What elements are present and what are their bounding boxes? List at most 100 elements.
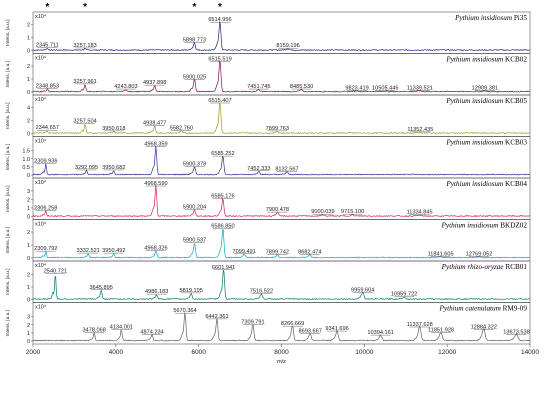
- peak-label: 9715.100: [341, 209, 364, 215]
- peak-label: 9959.604: [351, 287, 374, 293]
- peak-label: 4986.183: [145, 289, 168, 295]
- peak-label: 13673.538: [503, 329, 529, 335]
- x-tick-label: 2000: [26, 349, 41, 356]
- y-axis-label: Intens. [a.u.]: [5, 144, 11, 170]
- panel-title: Pythium insidiosum KCB03: [445, 139, 527, 147]
- peak-label: 7452.333: [247, 166, 270, 172]
- peak-label: 2306.258: [34, 205, 57, 211]
- panel-title: Pythium insidiosum Pi35: [454, 14, 527, 22]
- peak-label: 2344.657: [36, 125, 59, 131]
- y-axis-label: Intens. [a.u.]: [5, 310, 11, 336]
- y-tick-label: 0: [27, 215, 30, 221]
- y-tick-label: 2: [27, 23, 30, 29]
- y-tick-label: 0.5: [22, 165, 30, 171]
- peak-label: 5900.204: [183, 205, 206, 211]
- asterisk-mark: *: [45, 2, 49, 13]
- peak-label: 7516.522: [250, 289, 273, 295]
- spectrum-line: [32, 21, 531, 51]
- peak-label: 9341.696: [325, 326, 348, 332]
- peak-label: 11851.928: [428, 328, 454, 334]
- y-tick-label: 1: [27, 331, 30, 337]
- peak-label: 2345.711: [36, 43, 59, 49]
- y-exponent-label: x10⁴: [35, 13, 47, 20]
- peak-label: 3257.183: [73, 43, 96, 49]
- peak-label: 3478.068: [83, 328, 106, 334]
- peak-label: 6585.252: [211, 151, 234, 157]
- spectrum-panel: x10⁴ Intens. [a.u.] 0 1 2 2309.792 3332.521 395…: [5, 219, 531, 262]
- y-axis-label: Intens. [a.u.]: [5, 61, 11, 87]
- panel-title: Pythium insidiosum KCB05: [445, 97, 527, 105]
- y-tick-label: 0: [27, 49, 30, 55]
- peak-label: 6601.941: [212, 265, 235, 271]
- x-tick-label: 4000: [109, 349, 124, 356]
- spectrum-panel: x10⁴ Intens. [a.u.] 0 1 2 2540.721 3645.895 498…: [5, 260, 531, 304]
- y-exponent-label: x10⁴: [35, 179, 47, 186]
- spectrum-line: [32, 60, 531, 93]
- peak-label: 11841.605: [428, 251, 454, 257]
- spectrum-line: [32, 269, 531, 301]
- y-tick-label: 3: [27, 189, 30, 195]
- peak-label: 7899.763: [266, 126, 289, 132]
- spectrum-line: [32, 102, 531, 135]
- spectrum-panel: x10⁴ Intens. [a.u.] 0 0.5 1.0 1.5 2309.936 3292…: [5, 136, 531, 179]
- x-tick-label: 12000: [438, 349, 456, 356]
- panel-title: Pythium catenulatum RM9-09: [439, 305, 528, 313]
- spectrum-panel: x10⁴ Intens. [a.u.] 0 1 2 2348.853 3257.961 424…: [5, 53, 531, 96]
- y-tick-label: 0: [27, 339, 30, 345]
- y-axis-label: Intens. [a.u.]: [5, 186, 11, 212]
- peak-label: 4937.898: [143, 80, 166, 86]
- y-tick-label: 0: [27, 298, 30, 304]
- y-tick-label: 4: [27, 106, 30, 112]
- peak-label: 6585.176: [211, 193, 234, 199]
- x-tick-label: 8000: [274, 349, 289, 356]
- y-exponent-label: x10⁴: [35, 262, 47, 269]
- y-exponent-label: x10⁴: [35, 55, 47, 62]
- y-tick-label: 0: [27, 90, 30, 96]
- peak-label: 9000.039: [311, 209, 334, 215]
- peak-label: 5898.773: [183, 37, 206, 43]
- peak-label: 6514.956: [208, 17, 231, 23]
- peak-label: 11334.845: [407, 210, 433, 216]
- y-tick-label: 1.0: [22, 157, 30, 163]
- y-tick-label: 2: [27, 230, 30, 236]
- peak-label: 8485.530: [290, 84, 313, 90]
- y-tick-label: 1.5: [22, 149, 30, 155]
- peak-label: 12909.381: [472, 85, 498, 91]
- spectrum-line: [32, 146, 531, 176]
- y-tick-label: 2: [27, 323, 30, 329]
- peak-label: 7451.745: [247, 84, 270, 90]
- peak-label: 2309.936: [34, 158, 57, 164]
- spectrum-line: [32, 312, 530, 342]
- peak-label: 8159.196: [276, 43, 299, 49]
- peak-label: 11352.435: [407, 127, 433, 133]
- peak-label: 5670.364: [173, 308, 196, 314]
- x-axis-label: m/z: [277, 359, 286, 365]
- panel-title: Pythium insidiosum BKDZ02: [441, 222, 528, 230]
- panel-title: Pythium insidiosum KCB02: [445, 56, 527, 64]
- peak-label: 7900.478: [266, 207, 289, 213]
- peak-label: 5900.378: [183, 162, 206, 168]
- y-tick-label: 0: [27, 173, 30, 179]
- y-tick-label: 2: [27, 119, 30, 125]
- spectrum-panel: x10⁴ Intens. [a.u.] 0 1 2 3 2306.258 4968.590 59…: [5, 177, 531, 221]
- peak-label: 3257.504: [73, 118, 96, 124]
- panel-title: Pythium insidiosum KCB04: [445, 180, 527, 188]
- peak-label: 2348.853: [36, 83, 59, 89]
- y-exponent-label: x10⁴: [35, 96, 47, 103]
- peak-label: 7309.791: [241, 320, 264, 326]
- peak-label: 10394.161: [367, 330, 393, 336]
- peak-label: 5582.760: [170, 126, 193, 132]
- peak-label: 7099.491: [233, 249, 256, 255]
- peak-label: 5900.537: [183, 238, 206, 244]
- peak-label: 6515.519: [208, 57, 231, 63]
- y-tick-label: 1: [27, 36, 30, 42]
- peak-label: 3332.521: [77, 248, 100, 254]
- asterisk-markers: * * * *: [45, 2, 222, 13]
- y-axis-label: Intens. [a.u.]: [5, 227, 11, 253]
- peak-label: 6442.361: [205, 314, 228, 320]
- peak-label: 8132.567: [275, 167, 298, 173]
- peak-label: 8693.667: [299, 329, 322, 335]
- peak-label: 8682.474: [298, 249, 321, 255]
- peak-label: 2309.792: [34, 246, 57, 252]
